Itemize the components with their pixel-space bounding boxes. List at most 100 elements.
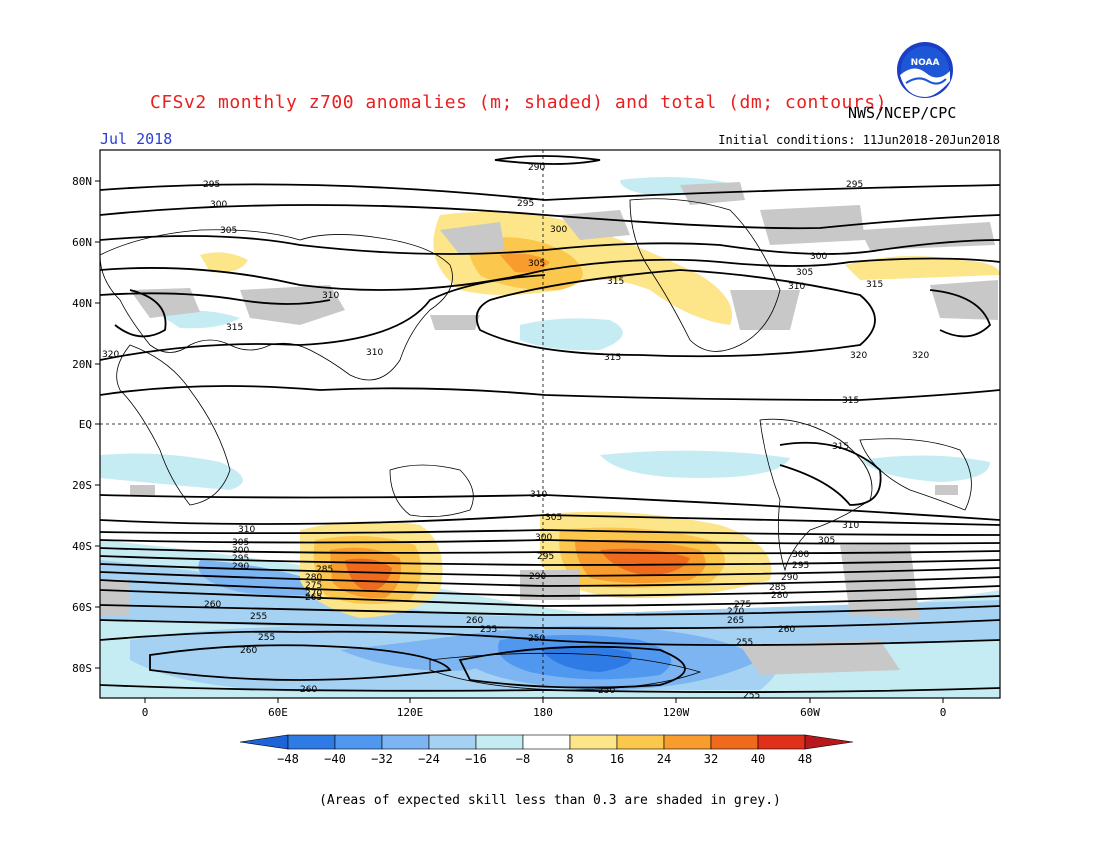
colorbar	[239, 734, 854, 750]
skill-footnote: (Areas of expected skill less than 0.3 a…	[319, 793, 781, 808]
colorbar-label: 8	[566, 752, 573, 766]
low-skill-shading	[100, 182, 998, 675]
contour-label: 320	[102, 350, 119, 360]
colorbar-label: 16	[610, 752, 624, 766]
contour-label: 310	[530, 490, 547, 500]
colorbar-arrow-right	[804, 734, 854, 750]
contour-label: 295	[792, 561, 809, 571]
contour-label: 265	[727, 616, 744, 626]
contour-label: 280	[771, 591, 788, 601]
lon-label: 60W	[800, 706, 820, 719]
colorbar-labels: −48 −40 −32 −24 −16 −8 8 16 24 32 40 48	[277, 752, 812, 766]
colorbar-swatch	[428, 734, 477, 750]
latitude-labels: 80N 60N 40N 20N EQ 20S 40S 60S 80S	[72, 175, 92, 675]
contour-label: 295	[537, 552, 554, 562]
contour-label: 285	[769, 583, 786, 593]
contour-label: 300	[550, 225, 567, 235]
contour-label: 315	[604, 353, 621, 363]
colorbar-swatch	[287, 734, 336, 750]
contour-label: 305	[545, 513, 562, 523]
forecast-month: Jul 2018	[100, 130, 173, 148]
colorbar-swatch	[381, 734, 430, 750]
contour-label: 295	[517, 199, 534, 209]
contour-label: 295	[232, 554, 249, 564]
colorbar-swatch	[334, 734, 383, 750]
contour-label: 260	[300, 685, 317, 695]
agency-label: NWS/NCEP/CPC	[848, 104, 957, 122]
contour-label: 320	[850, 351, 867, 361]
contour-label: 275	[734, 600, 751, 610]
contour-label: 300	[535, 533, 552, 543]
colorbar-label: −40	[324, 752, 346, 766]
contour-label: 300	[210, 200, 227, 210]
colorbar-swatch	[475, 734, 524, 750]
contour-label: 310	[366, 348, 383, 358]
colorbar-arrow-left	[239, 734, 289, 750]
colorbar-swatch	[663, 734, 712, 750]
colorbar-label: −32	[371, 752, 393, 766]
colorbar-swatch	[522, 734, 571, 750]
lat-label: EQ	[79, 418, 92, 431]
colorbar-swatch	[757, 734, 806, 750]
contour-label: 270	[305, 589, 322, 599]
contour-label: 255	[736, 638, 753, 648]
contour-label: 315	[607, 277, 624, 287]
contour-label: 310	[788, 282, 805, 292]
contour-label: 255	[258, 633, 275, 643]
contour-label: 305	[232, 538, 249, 548]
lon-label: 60E	[268, 706, 288, 719]
colorbar-label: 40	[751, 752, 765, 766]
lon-label: 120W	[663, 706, 690, 719]
contour-label: 290	[232, 562, 249, 572]
contour-label: 295	[203, 180, 220, 190]
noaa-logo: NOAA	[897, 42, 953, 98]
lat-label: 60N	[72, 236, 92, 249]
contour-label: 320	[912, 351, 929, 361]
contour-label: 290	[529, 572, 546, 582]
contour-label: 315	[832, 442, 849, 452]
contour-label: 310	[322, 291, 339, 301]
height-contours	[100, 155, 1000, 693]
colorbar-label: −8	[516, 752, 530, 766]
contour-label: 305	[796, 268, 813, 278]
coastlines	[100, 198, 972, 691]
longitude-labels: 0 60E 120E 180 120W 60W 0	[142, 706, 947, 719]
contour-label: 310	[842, 521, 859, 531]
lon-label: 0	[142, 706, 149, 719]
contour-label: 270	[727, 607, 744, 617]
colorbar-label: −24	[418, 752, 440, 766]
lat-label: 40N	[72, 297, 92, 310]
initial-conditions: Initial conditions: 11Jun2018-20Jun2018	[718, 133, 1000, 147]
latitude-axis	[95, 180, 100, 669]
contour-label: 315	[842, 396, 859, 406]
contour-label: 260	[466, 616, 483, 626]
contour-label: 255	[743, 691, 760, 701]
logo-text: NOAA	[911, 58, 940, 68]
contour-label: 260	[204, 600, 221, 610]
contour-label: 260	[778, 625, 795, 635]
colorbar-label: 32	[704, 752, 718, 766]
lat-label: 80S	[72, 662, 92, 675]
colorbar-label: −48	[277, 752, 299, 766]
contour-label: 305	[220, 226, 237, 236]
colorbar-label: 24	[657, 752, 671, 766]
lon-label: 120E	[397, 706, 424, 719]
contour-label: 290	[781, 573, 798, 583]
lon-label: 0	[940, 706, 947, 719]
contour-label: 275	[305, 581, 322, 591]
contour-label: 260	[240, 646, 257, 656]
contour-label: 265	[305, 593, 322, 603]
colorbar-label: 48	[798, 752, 812, 766]
longitude-axis	[144, 698, 944, 703]
contour-label: 305	[528, 259, 545, 269]
lat-label: 40S	[72, 540, 92, 553]
contour-label: 280	[305, 573, 322, 583]
lat-label: 80N	[72, 175, 92, 188]
contour-label: 285	[316, 565, 333, 575]
colorbar-swatch	[569, 734, 618, 750]
page-title: CFSv2 monthly z700 anomalies (m; shaded)…	[150, 92, 887, 113]
contour-label: 300	[810, 252, 827, 262]
contour-label: 305	[818, 536, 835, 546]
colorbar-swatch	[616, 734, 665, 750]
